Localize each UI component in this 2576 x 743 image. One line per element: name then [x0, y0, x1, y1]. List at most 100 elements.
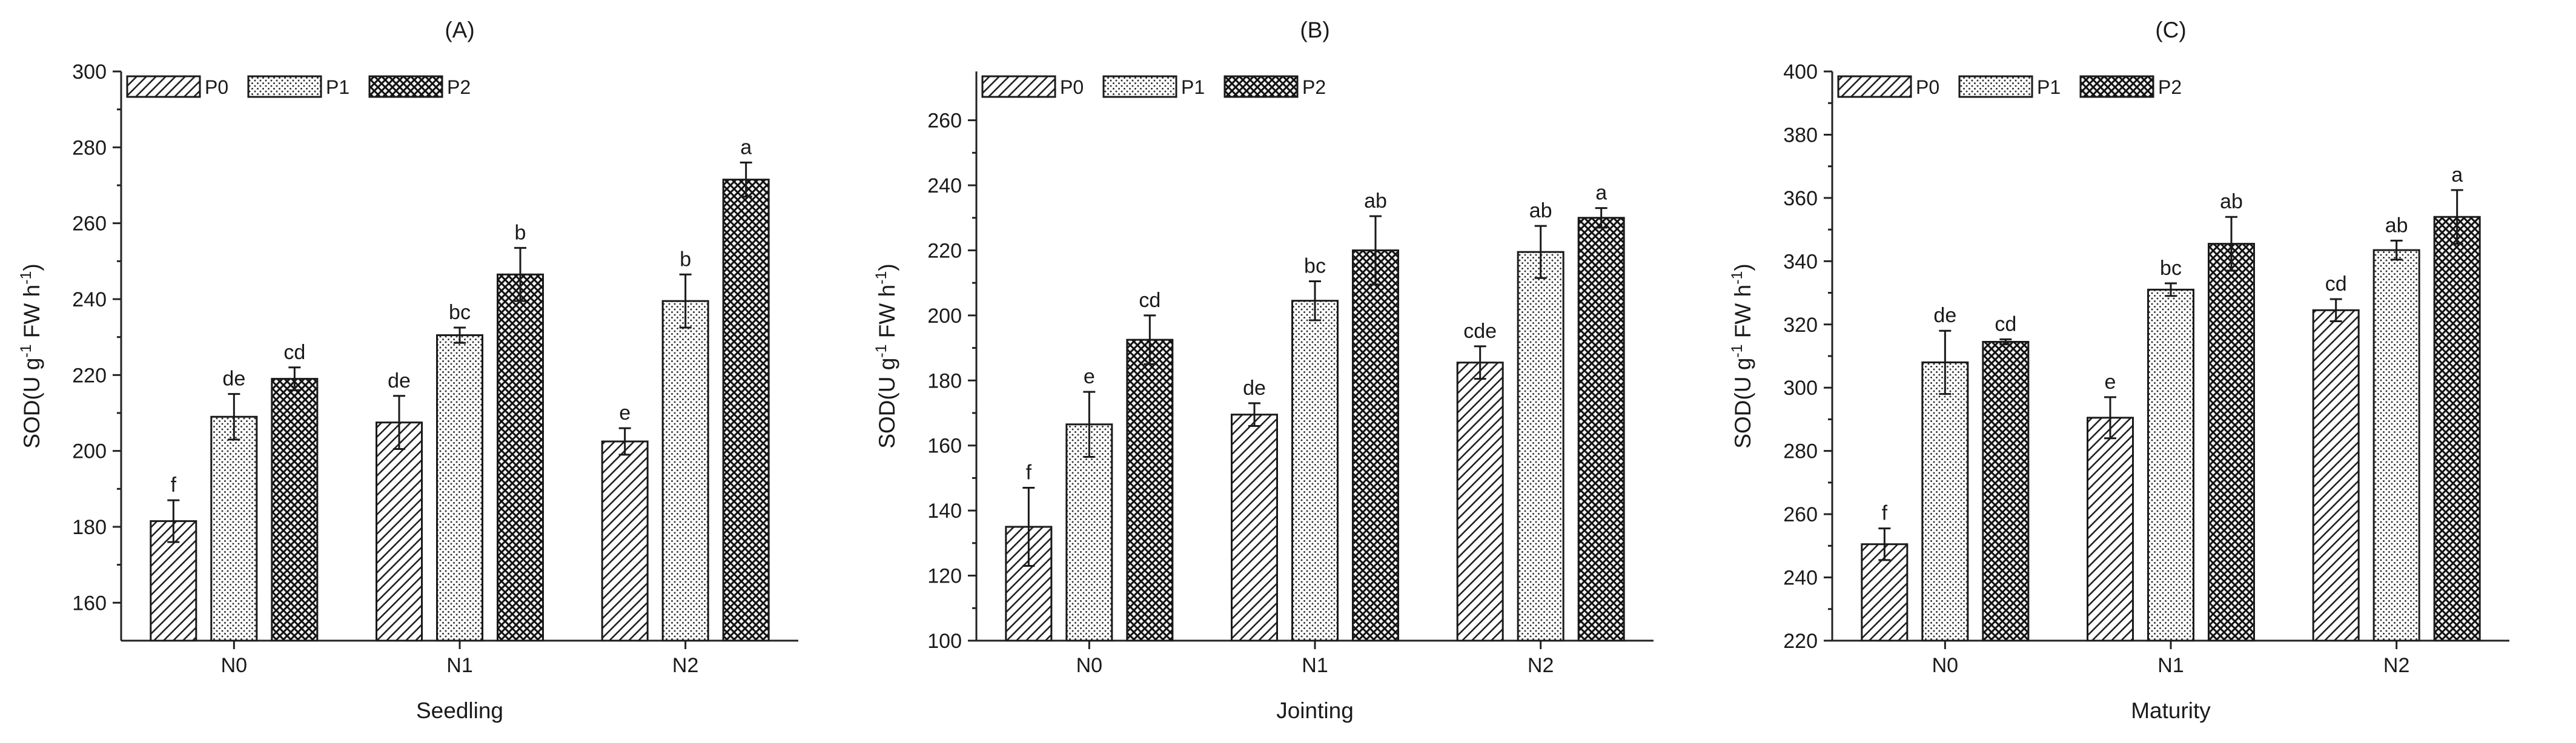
significance-label: ab: [1364, 190, 1387, 213]
error-bar: [2104, 396, 2116, 440]
y-tick-label: 220: [1783, 630, 1818, 653]
significance-label: cd: [2325, 272, 2347, 296]
error-bar: [1309, 280, 1321, 322]
y-tick-label: 360: [1783, 187, 1818, 210]
significance-label: f: [171, 474, 177, 497]
bar-p1: [2372, 249, 2420, 642]
significance-label: ab: [1529, 199, 1552, 222]
y-tick-label: 400: [1783, 61, 1818, 84]
x-tick-label: N2: [2383, 654, 2409, 677]
chart-title: (A): [445, 18, 474, 42]
x-tick-label: N0: [221, 654, 247, 677]
x-tick-label: N0: [1076, 654, 1102, 677]
error-bar: [454, 326, 466, 344]
y-tick-label: 260: [72, 213, 107, 236]
legend: P0 P1 P2: [126, 75, 471, 98]
y-tick-label: 340: [1783, 250, 1818, 273]
y-tick-label: 380: [1783, 124, 1818, 147]
y-tick-label: 320: [1783, 314, 1818, 337]
error-bar: [1369, 215, 1382, 286]
significance-label: e: [1084, 365, 1095, 388]
legend-label: P1: [2037, 76, 2061, 98]
error-bar: [1474, 345, 1486, 380]
bar-p0: [1456, 362, 1504, 642]
chart-panel-1: (A) 160 180 200 220 240 260 280 300 N0 N1 N2 Seedlin…: [18, 18, 798, 723]
significance-label: bc: [1304, 254, 1326, 277]
x-tick-label: N2: [672, 654, 698, 677]
significance-label: a: [1595, 182, 1607, 205]
error-bar: [1248, 402, 1260, 427]
bar-p2: [722, 179, 770, 642]
y-tick-label: 100: [927, 630, 962, 653]
error-bar: [1595, 207, 1608, 229]
legend-swatch-p0: [981, 75, 1056, 98]
x-tick-label: N1: [446, 654, 472, 677]
error-bar: [393, 395, 405, 451]
error-bar: [1939, 329, 1952, 395]
error-bar: [2451, 189, 2463, 245]
chart-title: (C): [2155, 18, 2186, 42]
significance-label: bc: [2160, 257, 2182, 280]
x-tick-label: N0: [1932, 654, 1958, 677]
error-bar: [2225, 216, 2237, 272]
chart-panel-2: (B) 100 120 140 160 180 200 220 240 260 N0 N1 N2 Join…: [873, 18, 1654, 723]
y-tick-label: 280: [72, 136, 107, 159]
y-axis-label: SOD(U g-1 FW h-1): [18, 263, 44, 449]
legend-swatch-p0: [126, 75, 201, 98]
error-bar: [740, 161, 752, 198]
x-axis-label: Jointing: [1276, 698, 1354, 723]
legend: P0 P1 P2: [1837, 75, 2182, 98]
bar-p1: [661, 300, 709, 642]
bar-p2: [271, 378, 319, 642]
y-tick-label: 200: [927, 305, 962, 328]
y-tick-label: 240: [72, 288, 107, 311]
legend-label: P2: [1302, 76, 1326, 98]
significance-label: cde: [1463, 320, 1497, 343]
error-bar: [1022, 487, 1035, 567]
x-tick-label: N1: [2157, 654, 2184, 677]
error-bar: [1083, 391, 1096, 458]
bar-p0: [601, 440, 649, 642]
bar-p0: [376, 421, 423, 642]
legend-label: P0: [1916, 76, 1939, 98]
error-bar: [514, 246, 526, 302]
bar-p2: [1577, 217, 1625, 642]
legend-label: P1: [1181, 76, 1205, 98]
legend-label: P0: [1060, 76, 1084, 98]
bar-p0: [2312, 309, 2360, 642]
legend-swatch-p0: [1837, 75, 1912, 98]
significance-label: cd: [1995, 312, 2016, 335]
y-tick-label: 140: [927, 500, 962, 523]
significance-label: a: [740, 136, 752, 159]
significance-label: cd: [283, 341, 305, 364]
error-bar: [1999, 338, 2012, 346]
legend-swatch-p2: [1223, 75, 1299, 98]
bar-p1: [1921, 361, 1969, 642]
legend-swatch-p1: [1958, 75, 2033, 98]
x-tick-label: N2: [1528, 654, 1554, 677]
legend-swatch-p1: [247, 75, 322, 98]
y-tick-label: 160: [72, 592, 107, 615]
legend-label: P1: [326, 76, 349, 98]
bar-p0: [1231, 414, 1278, 642]
bar-p2: [1126, 338, 1174, 642]
legend: P0 P1 P2: [981, 75, 1326, 98]
y-tick-label: 220: [72, 364, 107, 387]
significance-label: de: [222, 368, 245, 391]
y-tick-label: 220: [927, 239, 962, 262]
significance-label: bc: [449, 301, 471, 324]
bar-p1: [1517, 251, 1564, 642]
legend-label: P2: [447, 76, 471, 98]
significance-label: ab: [2220, 190, 2243, 213]
significance-label: f: [1026, 461, 1032, 484]
bar-p0: [2087, 417, 2134, 642]
error-bar: [618, 427, 631, 456]
error-bar: [679, 273, 692, 329]
bar-p2: [2433, 216, 2481, 642]
bar-p2: [497, 273, 544, 642]
x-axis-label: Maturity: [2131, 698, 2211, 723]
y-axis-label: SOD(U g-1 FW h-1): [873, 263, 899, 449]
significance-label: f: [1882, 502, 1888, 525]
significance-label: e: [2105, 371, 2116, 394]
